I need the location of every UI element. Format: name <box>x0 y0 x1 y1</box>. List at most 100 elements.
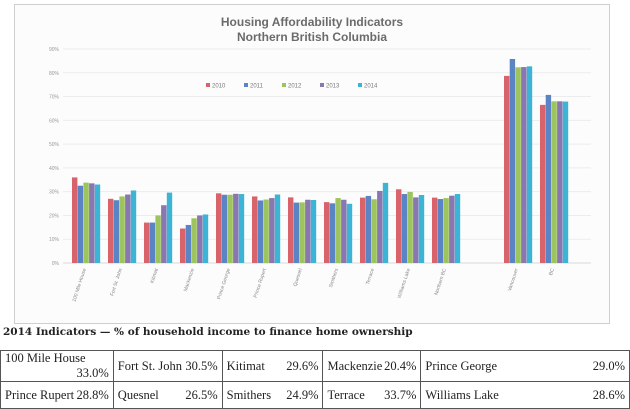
bar <box>504 75 510 263</box>
legend-label: 2010 <box>212 84 226 90</box>
bar <box>562 101 569 263</box>
y-tick-label: 80% <box>49 71 60 77</box>
x-tick-label: Mackenzie <box>183 268 196 293</box>
bar <box>274 194 281 263</box>
bar <box>299 202 305 263</box>
town-name: Williams Lake <box>425 387 499 402</box>
bar <box>263 199 269 263</box>
bar <box>418 194 425 263</box>
town-name: Prince Rupert <box>5 387 75 402</box>
legend-label: 2014 <box>364 84 378 90</box>
bar <box>221 194 228 263</box>
x-tick-label: Northern BC <box>434 267 448 296</box>
bar <box>257 200 264 263</box>
y-tick-label: 30% <box>49 190 60 196</box>
bar <box>269 198 275 263</box>
table-title: 2014 Indicators — % of household income … <box>3 326 413 338</box>
bar <box>382 182 389 263</box>
town-name: Prince George <box>425 358 498 373</box>
bar <box>371 199 377 263</box>
town-value: 28.6% <box>592 387 625 402</box>
bar <box>293 202 300 263</box>
chart-title: Housing Affordability Indicators <box>221 15 404 29</box>
x-tick-label: Terrace <box>365 268 376 286</box>
bar <box>413 197 419 263</box>
bar <box>310 199 317 263</box>
bar <box>252 196 258 263</box>
bar <box>77 185 84 263</box>
bar <box>329 203 336 263</box>
town-value: 28.8% <box>76 387 109 402</box>
x-tick-label: 100 Mile House <box>71 268 88 303</box>
table-cell: Fort St. John 30.5% <box>112 350 223 382</box>
bar <box>335 198 341 263</box>
bar <box>113 200 120 263</box>
x-tick-label: Quesnel <box>292 268 303 288</box>
bar <box>437 199 444 263</box>
bar <box>83 182 89 263</box>
table-cell: Prince George 29.0% <box>420 350 630 382</box>
x-tick-label: Prince George <box>216 268 232 301</box>
legend-label: 2013 <box>326 84 340 90</box>
y-tick-label: 0% <box>52 261 60 267</box>
bar <box>233 193 239 263</box>
bar <box>365 195 372 263</box>
bar <box>155 215 161 263</box>
bar <box>545 94 552 263</box>
town-value: 24.9% <box>286 387 319 402</box>
bar <box>72 177 78 263</box>
bar <box>449 195 455 263</box>
bar <box>407 191 413 263</box>
legend-swatch <box>206 83 210 87</box>
bar <box>401 194 408 263</box>
table-cell: Terrace 33.7% <box>322 381 422 409</box>
bar <box>216 193 222 263</box>
bar <box>341 199 347 263</box>
x-tick-label: Vancouver <box>507 267 520 292</box>
table-cell: Mackenzie 20.4% <box>322 350 422 382</box>
chart-panel: Housing Affordability Indicators Northern… <box>14 4 610 324</box>
town-value: 33.0% <box>76 366 109 380</box>
table-cell: 100 Mile House 33.0% <box>0 350 114 382</box>
table-cell: Kitimat 29.6% <box>221 350 324 382</box>
bar <box>227 194 233 263</box>
y-tick-label: 70% <box>49 95 60 101</box>
bar <box>432 197 438 263</box>
bar <box>161 205 167 263</box>
town-name: 100 Mile House <box>5 351 86 365</box>
x-tick-label: Prince Rupert <box>253 267 268 299</box>
bar <box>305 199 311 263</box>
indicators-table: 100 Mile House 33.0% Fort St. John 30.5% Kit… <box>0 350 630 409</box>
chart-subtitle: Northern British Columbia <box>237 30 387 44</box>
x-tick-label: Williams Lake <box>397 268 412 299</box>
bar <box>238 194 245 263</box>
bar <box>540 104 546 263</box>
x-tick-label: Smithers <box>328 267 340 288</box>
bar <box>89 183 95 263</box>
y-tick-label: 10% <box>49 237 60 243</box>
bar <box>521 67 527 263</box>
y-tick-label: 20% <box>49 213 60 219</box>
legend-swatch <box>320 83 324 87</box>
bar <box>526 66 533 263</box>
town-name: Fort St. John <box>117 358 183 373</box>
y-tick-label: 40% <box>49 166 60 172</box>
bar <box>125 194 131 263</box>
bar <box>557 101 563 263</box>
bar <box>144 222 150 263</box>
town-value: 33.7% <box>384 387 417 402</box>
table-row: 100 Mile House 33.0% Fort St. John 30.5% Kit… <box>0 350 630 382</box>
bar <box>346 203 353 263</box>
legend-swatch <box>244 83 248 87</box>
bar <box>197 215 203 263</box>
bar <box>360 197 366 263</box>
bar-chart: Housing Affordability IndicatorsNorthern… <box>49 15 591 303</box>
bar <box>191 218 197 263</box>
bar <box>443 198 449 263</box>
town-name: Terrace <box>327 387 365 402</box>
y-tick-label: 90% <box>49 47 60 53</box>
x-tick-label: Kitimat <box>149 267 160 284</box>
table-cell: Prince Rupert 28.8% <box>0 381 114 409</box>
bar <box>454 194 461 263</box>
bar <box>551 101 557 263</box>
